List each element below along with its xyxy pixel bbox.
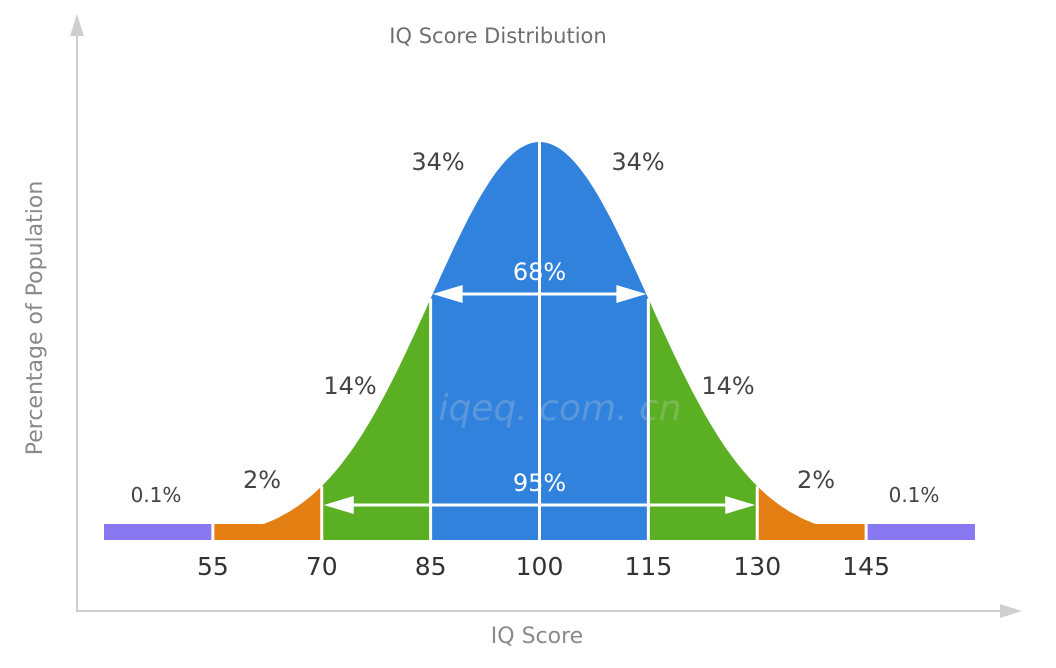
span-label: 95% [513,469,566,497]
distribution-bands [104,142,975,540]
x-tick-55: 55 [197,552,229,581]
band-percent-label: 14% [701,372,754,400]
band-percent-label: 2% [797,466,835,494]
band-percent-label: 34% [411,148,464,176]
x-tick-115: 115 [625,552,673,581]
band-percent-label: 14% [323,372,376,400]
span-70-130: 95% [323,469,756,514]
x-tick-130: 130 [733,552,781,581]
range-spans: 68% 95% [323,258,756,514]
span-85-115: 68% [432,258,647,303]
x-tick-70: 70 [306,552,338,581]
band-55-70 [212,486,322,540]
span-arrow-right [616,285,647,303]
band-dividers [211,142,868,540]
y-axis-arrow [70,14,84,36]
band-145-160 [866,524,975,540]
span-arrow-left [323,496,354,514]
band-100-115 [539,142,649,540]
span-arrow-right [725,496,756,514]
band-85-100 [430,142,540,540]
x-tick-labels: 55 70 85 100 115 130 145 [197,552,890,581]
y-axis-label: Percentage of Population [23,181,48,456]
band-percent-label: 0.1% [131,483,182,507]
band-70-85 [321,298,431,540]
span-arrow-left [432,285,463,303]
x-tick-100: 100 [516,552,564,581]
band-115-130 [648,298,758,540]
x-tick-85: 85 [415,552,447,581]
band-40-55 [104,524,213,540]
band-percent-label: 0.1% [889,483,940,507]
band-percent-label: 34% [611,148,664,176]
axes [70,14,1022,618]
band-percent-labels: 0.1% 2% 14% 34% 34% 14% 2% 0.1% [131,148,940,507]
x-axis-arrow [1000,604,1022,618]
span-label: 68% [513,258,566,286]
watermark: iqeq. com. cn [438,388,681,429]
x-axis-label: IQ Score [491,624,583,649]
chart-title: IQ Score Distribution [389,24,606,48]
x-tick-145: 145 [842,552,890,581]
band-percent-label: 2% [243,466,281,494]
band-130-145 [757,486,867,540]
